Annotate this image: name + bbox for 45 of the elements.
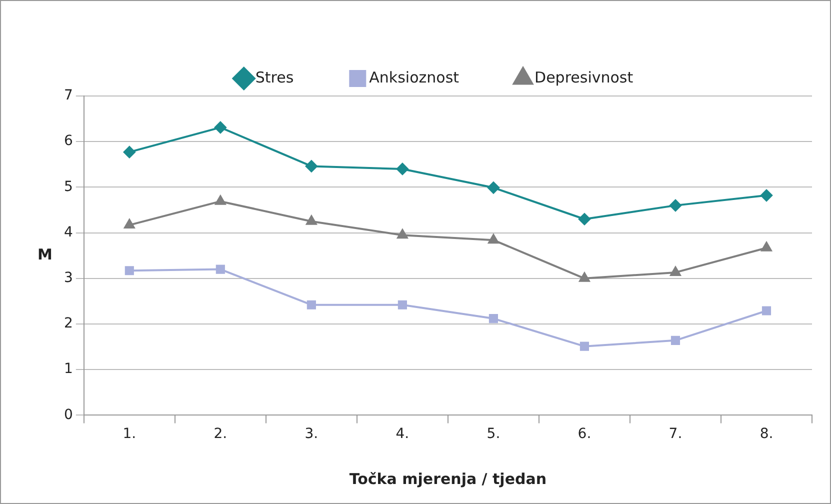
point bbox=[488, 314, 498, 324]
y-axis-title: M bbox=[38, 245, 52, 264]
point bbox=[214, 121, 226, 134]
point bbox=[396, 162, 408, 175]
point bbox=[398, 300, 407, 310]
point bbox=[670, 336, 680, 345]
x-tick-label: 6. bbox=[578, 426, 592, 442]
legend-label: Anksioznost bbox=[369, 68, 460, 86]
x-tick-label: 2. bbox=[214, 426, 228, 442]
point bbox=[306, 300, 316, 310]
point bbox=[670, 266, 681, 276]
point bbox=[760, 189, 772, 202]
point bbox=[123, 146, 136, 158]
x-tick-label: 7. bbox=[668, 426, 682, 442]
point bbox=[488, 234, 499, 244]
y-tick-label: 1 bbox=[64, 361, 73, 378]
point bbox=[124, 266, 134, 276]
y-tick-label: 0 bbox=[64, 406, 73, 423]
legend-label: Stres bbox=[255, 68, 294, 86]
y-tick-label: 4 bbox=[64, 224, 73, 240]
point bbox=[216, 264, 225, 274]
x-tick-label: 1. bbox=[122, 426, 136, 442]
point bbox=[397, 229, 408, 239]
point bbox=[669, 199, 682, 212]
x-tick-label: 4. bbox=[396, 426, 410, 442]
legend-label: Depresivnost bbox=[534, 68, 634, 86]
point bbox=[761, 242, 772, 252]
x-tick-label: 5. bbox=[486, 426, 500, 442]
x-axis-title: Točka mjerenja / tjedan bbox=[349, 470, 547, 488]
point bbox=[487, 182, 500, 194]
point bbox=[762, 306, 772, 316]
x-tick-label: 3. bbox=[304, 426, 318, 442]
x-tick-label: 8. bbox=[760, 426, 774, 442]
y-tick-label: 5 bbox=[64, 178, 73, 195]
point bbox=[306, 215, 317, 225]
point bbox=[305, 160, 318, 172]
point bbox=[579, 272, 590, 282]
point bbox=[215, 195, 226, 205]
y-tick-label: 3 bbox=[64, 270, 73, 286]
point bbox=[578, 213, 590, 226]
y-tick-label: 2 bbox=[64, 316, 73, 332]
point bbox=[124, 219, 135, 229]
y-tick-label: 6 bbox=[64, 133, 73, 150]
point bbox=[580, 342, 590, 351]
y-tick-label: 7 bbox=[64, 88, 73, 104]
